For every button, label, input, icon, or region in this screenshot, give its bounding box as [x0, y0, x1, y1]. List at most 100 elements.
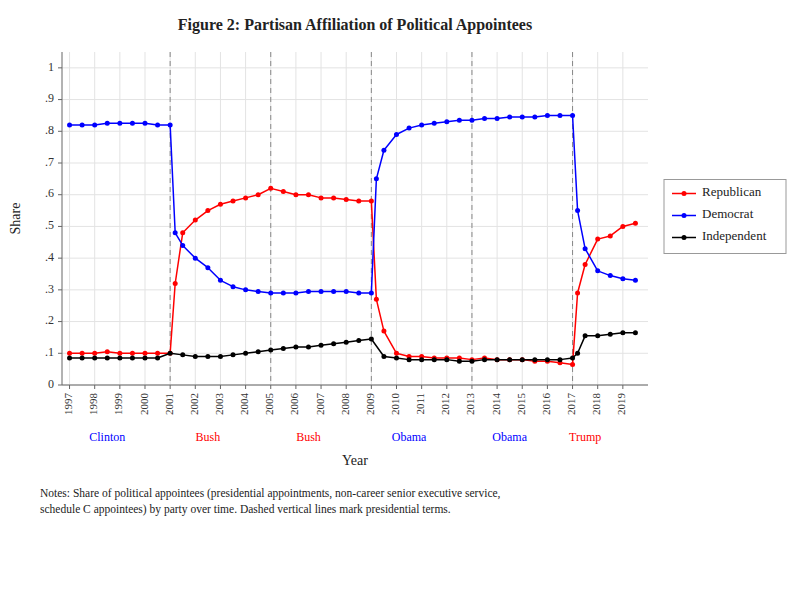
series-point	[633, 330, 638, 335]
series-point	[218, 202, 223, 207]
x-grid-line	[497, 52, 498, 385]
x-tick-label: 2009	[364, 393, 376, 416]
series-point	[67, 351, 72, 356]
series-point	[193, 256, 198, 261]
series-point	[419, 122, 424, 127]
y-tick	[58, 99, 62, 100]
series-point	[293, 344, 298, 349]
y-grid-line	[62, 258, 648, 259]
series-point	[608, 273, 613, 278]
annotation: Trump	[569, 430, 601, 444]
series-point	[419, 357, 424, 362]
x-grid-line	[69, 52, 70, 385]
x-tick-label: 2015	[515, 393, 527, 416]
x-tick	[94, 385, 95, 389]
x-tick-label: 2010	[389, 393, 401, 416]
y-grid-line	[62, 194, 648, 195]
notes-line: schedule C appointees) by party over tim…	[40, 503, 451, 516]
series-point	[142, 121, 147, 126]
y-tick	[58, 131, 62, 132]
series-point	[319, 343, 324, 348]
annotation: Bush	[296, 430, 321, 444]
series-point	[117, 351, 122, 356]
series-point	[532, 357, 537, 362]
x-grid-line	[522, 52, 523, 385]
series-point	[130, 121, 135, 126]
series-point	[117, 356, 122, 361]
x-grid-line	[295, 52, 296, 385]
series-point	[557, 113, 562, 118]
x-grid-line	[421, 52, 422, 385]
series-point	[570, 362, 575, 367]
series-point	[432, 357, 437, 362]
x-grid-line	[245, 52, 246, 385]
series-point	[268, 348, 273, 353]
y-tick-label: 0	[48, 377, 54, 391]
y-grid-line	[62, 67, 648, 68]
series-point	[256, 349, 261, 354]
series-point	[369, 337, 374, 342]
y-tick	[58, 258, 62, 259]
series-point	[520, 357, 525, 362]
series-point	[243, 195, 248, 200]
y-grid-line	[62, 289, 648, 290]
x-grid-line	[119, 52, 120, 385]
series-point	[532, 115, 537, 120]
series-point	[575, 291, 580, 296]
series-point	[218, 354, 223, 359]
x-grid-line	[270, 52, 271, 385]
x-grid-line	[144, 52, 145, 385]
series-point	[344, 340, 349, 345]
series-point	[394, 351, 399, 356]
legend-label: Democrat	[702, 206, 754, 221]
y-tick	[58, 194, 62, 195]
series-point	[633, 278, 638, 283]
series-point	[369, 199, 374, 204]
notes: Notes: Share of political appointees (pr…	[40, 487, 501, 516]
series-point	[545, 357, 550, 362]
y-grid-line	[62, 163, 648, 164]
series-point	[608, 233, 613, 238]
term-line	[471, 52, 472, 385]
series-point	[482, 116, 487, 121]
series-point	[608, 332, 613, 337]
background	[0, 0, 794, 602]
series-point	[432, 121, 437, 126]
series-point	[344, 289, 349, 294]
x-grid-line	[446, 52, 447, 385]
series-point	[595, 237, 600, 242]
x-tick-label: 1998	[87, 393, 99, 416]
series-point	[407, 357, 412, 362]
series-point	[495, 116, 500, 121]
series-point	[331, 195, 336, 200]
series-point	[507, 357, 512, 362]
x-tick	[572, 385, 573, 389]
y-tick	[58, 67, 62, 68]
notes-line: Notes: Share of political appointees (pr…	[40, 487, 501, 500]
series-point	[331, 341, 336, 346]
series-point	[243, 351, 248, 356]
y-grid-line	[62, 385, 648, 386]
x-tick-label: 1997	[62, 393, 74, 416]
series-point	[620, 330, 625, 335]
y-tick	[58, 289, 62, 290]
series-point	[80, 356, 85, 361]
series-point	[374, 297, 379, 302]
x-axis-line	[62, 385, 648, 386]
series-point	[331, 289, 336, 294]
series-point	[344, 197, 349, 202]
x-tick	[371, 385, 372, 389]
series-line	[70, 188, 636, 364]
x-tick-label: 2016	[540, 393, 552, 416]
y-tick-label: .7	[45, 155, 54, 169]
x-grid-line	[471, 52, 472, 385]
series-point	[575, 208, 580, 213]
series-point	[268, 186, 273, 191]
series-point	[180, 230, 185, 235]
series-point	[319, 195, 324, 200]
y-grid-line	[62, 99, 648, 100]
series-point	[105, 349, 110, 354]
x-tick-label: 2003	[213, 393, 225, 416]
series-point	[281, 189, 286, 194]
series-point	[369, 291, 374, 296]
